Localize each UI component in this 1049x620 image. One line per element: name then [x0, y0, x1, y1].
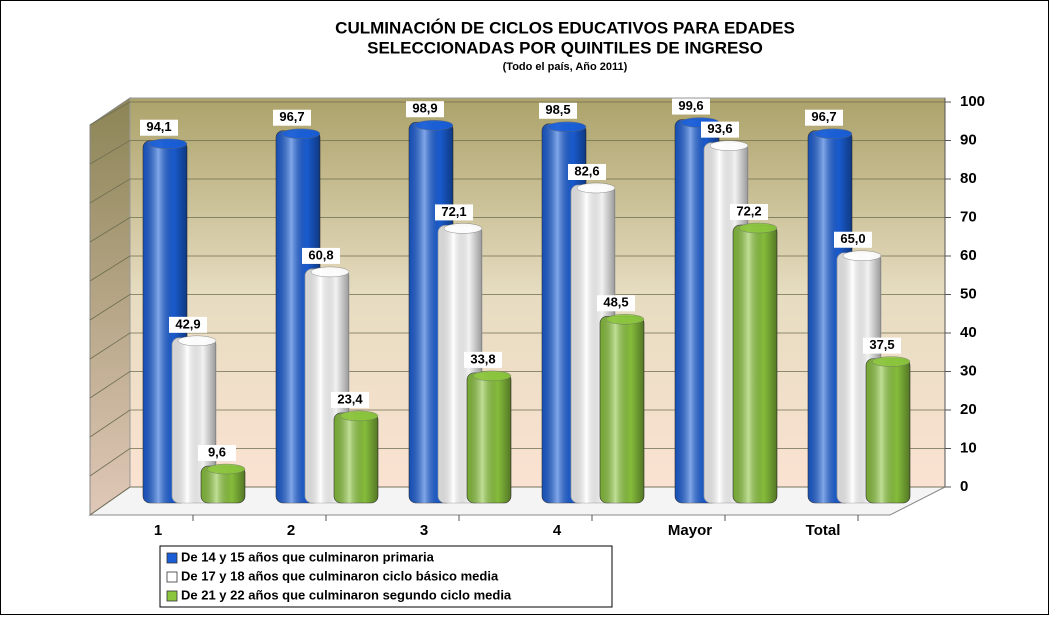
x-tick-label: 4 — [553, 522, 562, 539]
data-label: 96,7 — [279, 109, 304, 124]
grid-line — [89, 448, 131, 477]
data-label: 99,6 — [678, 98, 703, 113]
bar-top — [738, 222, 778, 234]
data-label: 65,0 — [840, 231, 865, 246]
bar-top — [709, 140, 749, 151]
bar-top — [842, 250, 882, 261]
grid-line — [89, 255, 131, 282]
x-tick-label: 1 — [154, 522, 162, 539]
data-label-box — [863, 337, 901, 354]
legend-label: De 14 y 15 años que culminaron primaria — [181, 549, 435, 564]
bar-top — [281, 128, 321, 139]
y-tick-label: 60 — [960, 247, 977, 264]
grid-line — [89, 294, 131, 321]
legend-swatch — [166, 590, 178, 602]
data-label-box — [834, 231, 872, 248]
y-tick-label: 30 — [960, 362, 977, 379]
bar-top — [443, 223, 483, 234]
bar-shade — [201, 466, 245, 503]
data-label: 98,9 — [412, 101, 437, 116]
data-label: 23,4 — [337, 391, 363, 406]
y-tick-label: 70 — [960, 208, 977, 225]
data-label-box — [597, 295, 635, 312]
grid-line — [89, 371, 131, 399]
bar-shade — [334, 412, 378, 503]
bar-top — [339, 410, 379, 422]
bar-top — [605, 314, 645, 325]
data-label-box — [701, 121, 739, 138]
grid-line — [89, 486, 131, 516]
data-label-box — [568, 163, 606, 180]
data-label: 98,5 — [545, 102, 570, 117]
data-label-box — [140, 119, 178, 136]
data-label: 72,1 — [441, 204, 466, 219]
bar-top — [206, 463, 246, 475]
y-tick-label: 40 — [960, 324, 977, 341]
bar-top — [472, 370, 512, 382]
data-label: 96,7 — [811, 109, 836, 124]
grid-line — [89, 217, 131, 243]
x-tick-label: Mayor — [668, 522, 712, 539]
data-label: 82,6 — [574, 163, 599, 178]
data-label-box — [730, 204, 768, 221]
grid-line — [89, 409, 131, 438]
bar-top — [576, 182, 616, 194]
data-label-box — [169, 316, 207, 333]
bar-top — [813, 128, 853, 139]
data-label: 48,5 — [603, 295, 628, 310]
data-label-box — [198, 445, 236, 462]
x-tick-label: 2 — [287, 522, 295, 539]
chart-title: CULMINACIÓN DE CICLOS EDUCATIVOS PARA ED… — [335, 18, 795, 37]
data-label: 72,2 — [736, 203, 761, 218]
bar-shade — [467, 372, 511, 503]
legend-swatch — [166, 571, 178, 583]
y-tick-label: 50 — [960, 285, 977, 302]
data-label-box — [406, 101, 444, 118]
data-label: 93,6 — [707, 121, 732, 136]
data-label-box — [805, 109, 843, 126]
data-label-box — [464, 351, 502, 368]
chart-subtitle: (Todo el país, Año 2011) — [503, 61, 628, 73]
grid-line — [89, 140, 131, 165]
bar-top — [871, 356, 911, 367]
grid-line — [89, 178, 131, 204]
legend-swatch — [166, 552, 178, 564]
data-label-box — [672, 98, 710, 115]
data-label: 60,8 — [308, 247, 333, 262]
y-tick-label: 90 — [960, 131, 977, 148]
grid-line — [89, 332, 131, 360]
data-label: 42,9 — [175, 316, 200, 331]
legend-label: De 21 y 22 años que culminaron segundo c… — [181, 587, 512, 602]
bar-shade — [600, 316, 644, 503]
data-label: 37,5 — [869, 337, 894, 352]
data-label: 94,1 — [146, 119, 171, 134]
data-label-box — [539, 102, 577, 119]
chart-title: SELECCIONADAS POR QUINTILES DE INGRESO — [367, 38, 763, 57]
y-tick-label: 10 — [960, 439, 977, 456]
bar-top — [148, 138, 188, 149]
bar-shade — [172, 337, 216, 503]
bar-shade — [866, 358, 910, 503]
x-tick-label: Total — [806, 522, 841, 539]
y-tick-label: 100 — [960, 93, 985, 110]
bar-top — [547, 121, 587, 132]
y-tick-label: 80 — [960, 170, 977, 187]
data-label-box — [302, 247, 340, 264]
bar-top — [177, 335, 217, 347]
legend-label: De 17 y 18 años que culminaron ciclo bás… — [181, 568, 499, 583]
grid-line — [89, 101, 131, 126]
data-label: 33,8 — [470, 351, 495, 366]
bar-shade — [733, 225, 777, 503]
data-label: 9,6 — [208, 444, 226, 459]
legend — [159, 545, 613, 608]
y-tick-label: 0 — [960, 478, 968, 495]
y-tick-label: 20 — [960, 401, 977, 418]
x-tick-label: 3 — [420, 522, 428, 539]
data-label-box — [435, 204, 473, 221]
bar-top — [414, 120, 454, 131]
data-label-box — [331, 391, 369, 408]
data-label-box — [273, 109, 311, 126]
bar-top — [310, 266, 350, 278]
